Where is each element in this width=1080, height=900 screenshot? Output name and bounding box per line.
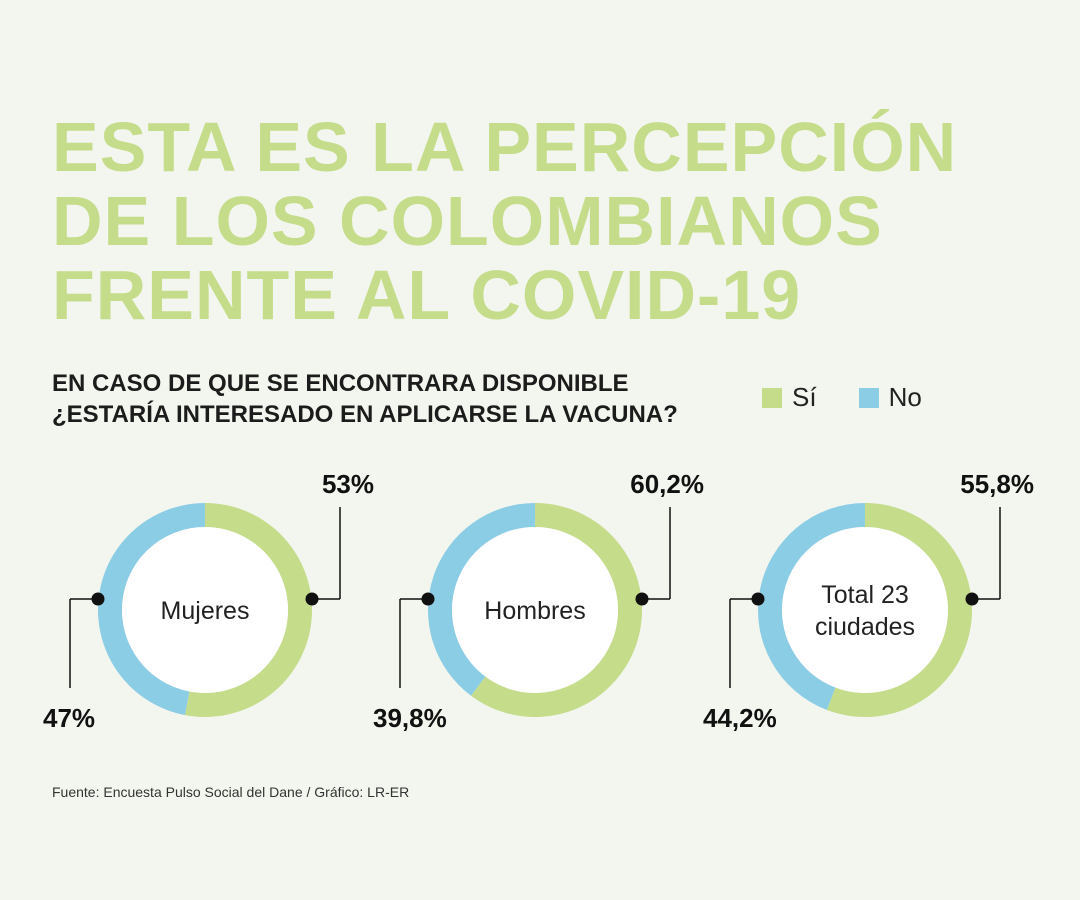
data-label-yes: 55,8% (960, 469, 1034, 499)
legend-swatch-no (858, 387, 879, 408)
data-label-no: 47% (43, 703, 95, 733)
donut-hole (122, 527, 288, 693)
leader-dot-no (91, 592, 105, 606)
leader-dot-yes (965, 592, 979, 606)
leader-dot-no (421, 592, 435, 606)
donut-slice-no (97, 503, 205, 716)
leader-dot-yes (635, 592, 649, 606)
donut-chart-3: Total 23 ciudades 55,8% 44,2% (703, 469, 1034, 733)
legend-label-yes: Sí (792, 382, 817, 412)
headline-line-3: FRENTE AL COVID-19 (52, 256, 802, 334)
donut-center-label: ciudades (815, 613, 915, 641)
donut-slice-yes (826, 503, 972, 717)
survey-question: EN CASO DE QUE SE ENCONTRARA DISPONIBLE … (52, 368, 678, 430)
donut-chart-2: Hombres 60,2% 39,8% (373, 469, 704, 733)
data-label-yes: 53% (322, 469, 374, 499)
donut-slice-no (757, 503, 865, 710)
legend-item-no: No (858, 382, 922, 413)
leader-dot-yes (305, 592, 319, 606)
legend-item-yes: Sí (762, 382, 817, 413)
legend-swatch-yes (762, 387, 782, 408)
data-label-no: 39,8% (373, 703, 447, 733)
donut-center-label: Mujeres (161, 597, 250, 625)
data-label-yes: 60,2% (630, 469, 704, 499)
donut-slice-yes (471, 503, 643, 717)
question-line-2: ¿ESTARÍA INTERESADO EN APLICARSE LA VACU… (52, 401, 678, 428)
legend-label-no: No (888, 382, 922, 412)
data-label-no: 44,2% (703, 703, 777, 733)
leader-dot-no (751, 592, 765, 606)
headline-line-2: DE LOS COLOMBIANOS (52, 182, 883, 260)
donut-slice-yes (184, 503, 312, 717)
donut-chart-1: Mujeres 53% 47% (43, 469, 374, 733)
donut-slice-no (428, 503, 535, 696)
donut-hole (452, 527, 618, 693)
headline: ESTA ES LA PERCEPCIÓN DE LOS COLOMBIANOS… (52, 110, 957, 332)
donut-hole (782, 527, 948, 693)
headline-line-1: ESTA ES LA PERCEPCIÓN (52, 108, 958, 186)
question-line-1: EN CASO DE QUE SE ENCONTRARA DISPONIBLE (52, 370, 629, 397)
donut-center-label: Total 23 (821, 581, 909, 609)
legend: Sí No (762, 382, 922, 413)
source-note: Fuente: Encuesta Pulso Social del Dane /… (52, 784, 410, 800)
donut-center-label: Hombres (484, 597, 585, 625)
